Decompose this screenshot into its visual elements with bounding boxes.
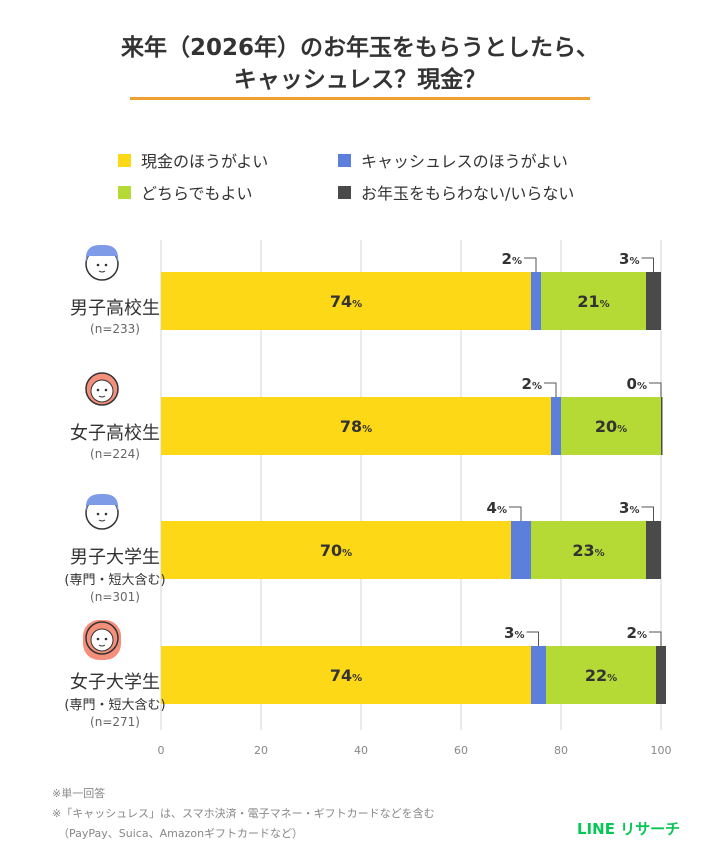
legend-label: 現金のほうがよい: [141, 152, 269, 171]
woman-face-icon: [83, 620, 121, 660]
callout-line: [509, 506, 522, 521]
legend-cashless: キャッシュレスのほうがよい: [338, 148, 568, 172]
footnote: ※単一回答: [52, 787, 106, 800]
category-label: 女子高校生 (n=224): [40, 419, 190, 461]
data-label: 2%: [627, 624, 647, 642]
category-name: 男子高校生: [70, 298, 160, 319]
sample-size: (n=233): [90, 322, 140, 336]
x-tick-label: 60: [454, 744, 468, 757]
sample-size: (n=301): [90, 590, 140, 604]
data-label: 4%: [487, 499, 507, 517]
bar-segment: [531, 646, 546, 704]
category-name: 女子高校生: [70, 423, 160, 444]
x-tick-label: 20: [254, 744, 268, 757]
x-tick-label: 0: [158, 744, 165, 757]
bar-segment: [646, 521, 661, 579]
bar-segment: [511, 521, 531, 579]
data-label: 3%: [619, 250, 639, 268]
line-research-logo: LINE リサーチ: [577, 820, 681, 838]
category-subtitle: (専門・短大含む): [64, 573, 166, 588]
x-tick-label: 40: [354, 744, 368, 757]
category-subtitle: (専門・短大含む): [64, 698, 166, 713]
callout-line: [641, 506, 654, 521]
category-label: 男子大学生 (専門・短大含む) (n=301): [40, 543, 190, 604]
bar-segment: [546, 646, 656, 704]
data-label: 3%: [504, 624, 524, 642]
callout-line: [649, 382, 662, 397]
bar-segment: [561, 397, 661, 455]
data-label: 3%: [619, 499, 639, 517]
bar-segment: [161, 521, 511, 579]
bar-segment: [161, 397, 551, 455]
bar-segment: [551, 397, 561, 455]
callout-line: [524, 257, 537, 272]
bar-segment: [161, 646, 531, 704]
sample-size: (n=224): [90, 447, 140, 461]
bar-segment: [531, 272, 541, 330]
callout-line: [641, 257, 654, 272]
category-name: 男子大学生: [70, 547, 160, 568]
bar-segment: [646, 272, 661, 330]
callout-line: [526, 631, 539, 646]
girl-face-icon: [85, 372, 119, 406]
data-label: 2%: [502, 250, 522, 268]
boy-face-icon: [85, 244, 119, 281]
callout-line: [544, 382, 557, 397]
bar-segment: [541, 272, 646, 330]
legend-none: お年玉をもらわない/いらない: [338, 180, 574, 204]
sample-size: (n=271): [90, 715, 140, 729]
man-face-icon: [85, 493, 119, 530]
title-line1: 来年（2026年）のお年玉をもらうとしたら、: [120, 35, 599, 61]
footnote: ※「キャッシュレス」は、スマホ決済・電子マネー・ギフトカードなどを含む: [52, 807, 435, 820]
bar-segment: [161, 272, 531, 330]
legend-label: キャッシュレスのほうがよい: [361, 152, 568, 171]
category-label: 女子大学生 (専門・短大含む) (n=271): [40, 668, 190, 729]
category-label: 男子高校生 (n=233): [40, 294, 190, 336]
title-underline: [130, 97, 590, 100]
data-label: 0%: [627, 375, 647, 393]
legend-either: どちらでもよい: [118, 180, 253, 204]
bar-segment: [656, 646, 666, 704]
category-name: 女子大学生: [70, 672, 160, 693]
legend-label: お年玉をもらわない/いらない: [361, 184, 575, 203]
x-tick-label: 80: [554, 744, 568, 757]
legend-cash: 現金のほうがよい: [118, 148, 268, 172]
x-tick-label: 100: [651, 744, 672, 757]
data-label: 2%: [522, 375, 542, 393]
footnote: （PayPay、Suica、Amazonギフトカードなど）: [58, 827, 304, 840]
legend-label: どちらでもよい: [141, 184, 253, 203]
bar-segment: [661, 397, 663, 455]
callout-line: [649, 631, 662, 646]
bar-segment: [531, 521, 646, 579]
title-line2: キャッシュレス？現金？: [233, 67, 487, 93]
